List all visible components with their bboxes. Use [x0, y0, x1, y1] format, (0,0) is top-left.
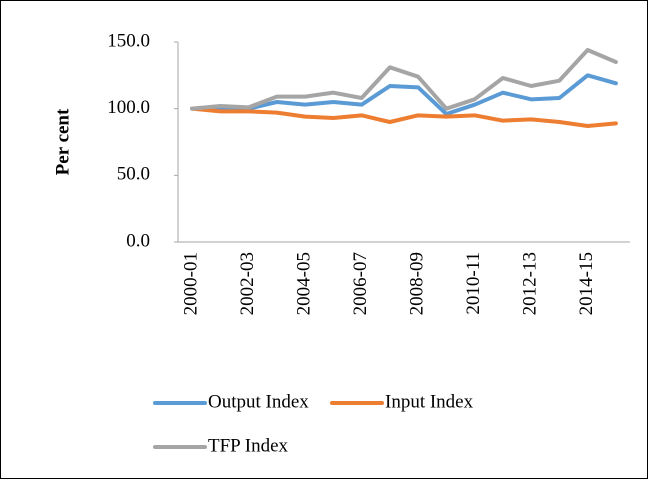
x-tick-label: 2006-07 [350, 252, 371, 315]
x-tick-label: 2004-05 [293, 252, 314, 315]
series-line [190, 48, 618, 111]
series-line [190, 73, 618, 116]
series-line [190, 106, 618, 128]
x-tick-label: 2002-03 [237, 252, 258, 315]
x-tick-label: 2010-11 [463, 252, 484, 315]
legend-label: TFP Index [208, 435, 289, 456]
legend-label: Input Index [385, 391, 474, 412]
x-tick-label: 2000-01 [180, 252, 201, 315]
x-tick-label: 2014-15 [576, 252, 597, 315]
x-tick-label: 2008-09 [406, 252, 427, 315]
y-tick-label: 0.0 [126, 230, 150, 251]
y-axis-label: Per cent [52, 108, 73, 175]
y-tick-label: 100.0 [107, 97, 150, 118]
y-tick-label: 50.0 [117, 164, 150, 185]
x-tick-label: 2012-13 [519, 252, 540, 315]
legend-label: Output Index [208, 391, 309, 412]
y-tick-label: 150.0 [107, 30, 150, 51]
